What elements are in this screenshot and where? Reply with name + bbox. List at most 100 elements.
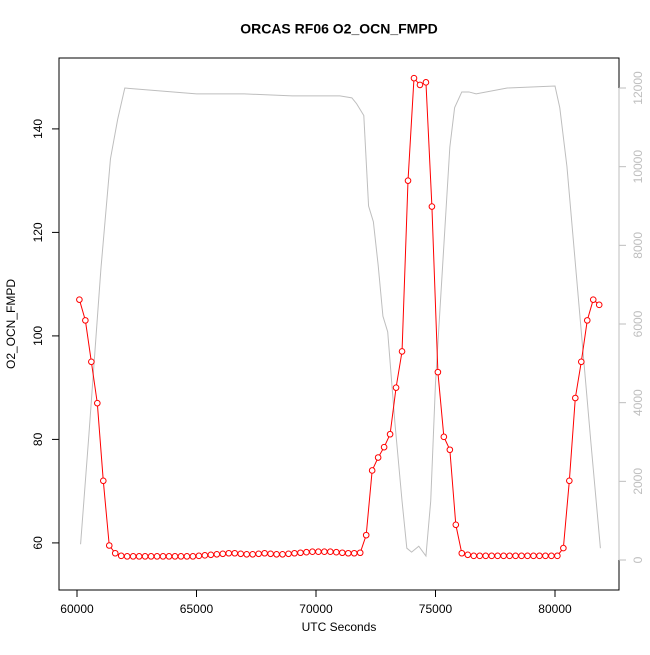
data-point [536,552,543,560]
y2-tick-label: 8000 [631,232,645,259]
data-point [321,548,328,556]
data-point [195,552,203,560]
y2-tick-label: 2000 [631,468,645,495]
data-point [428,203,436,210]
y-tick-label: 100 [31,326,45,346]
data-point [94,399,101,407]
data-point [255,550,262,558]
x-tick-label: 70000 [299,602,333,616]
data-point [76,296,83,303]
data-point [595,301,603,309]
data-point [494,552,501,560]
y2-tick-label: 6000 [631,310,645,337]
data-point [153,553,161,560]
data-point [213,550,221,558]
data-point [105,542,113,549]
data-point [309,548,316,556]
data-point [201,552,209,559]
x-axis-label: UTC Seconds [302,620,377,634]
data-point [129,553,137,560]
data-point [123,553,131,560]
data-point [422,79,430,86]
data-point [141,553,149,560]
data-point [386,430,394,438]
data-point [177,553,185,560]
data-point [249,550,256,558]
data-point [398,348,406,355]
data-point [380,443,388,451]
data-point [207,551,215,559]
data-point [542,552,549,560]
data-point [117,552,125,560]
x-tick-label: 65000 [180,602,214,616]
data-point [446,446,454,454]
data-point [470,552,478,560]
data-point [572,394,579,402]
data-point [589,296,597,303]
data-point [267,550,274,558]
y2-tick-label: 10000 [631,150,645,184]
data-point [356,549,364,557]
data-point [476,552,484,560]
data-line [80,85,601,558]
y-tick-label: 80 [31,432,45,446]
data-point [554,552,561,560]
data-point [374,454,382,461]
data-point [362,531,370,539]
data-point [506,552,513,560]
data-point [159,553,167,560]
data-point [99,477,107,485]
data-point [392,384,400,391]
y2-tick-label: 4000 [631,389,645,416]
data-point [243,550,250,558]
data-point [147,553,155,560]
data-point [261,549,268,557]
data-point [88,358,95,366]
data-point [291,549,298,557]
data-point [165,553,173,560]
data-point [434,368,442,376]
data-point [577,358,585,366]
data-point [273,550,280,558]
y-tick-label: 140 [31,119,45,139]
data-point [189,553,197,560]
y-axis-label: O2_OCN_FMPD [4,279,18,369]
data-point [482,552,489,560]
data-point [524,552,531,560]
data-point [404,177,412,184]
data-point [410,74,418,82]
data-point [219,550,227,558]
data-point [338,549,346,557]
data-point [333,548,340,556]
data-point [111,549,119,557]
data-point [303,548,310,556]
data-point [518,552,525,560]
y2-tick-label: 0 [631,556,645,563]
y-tick-label: 60 [31,536,45,550]
data-point [488,552,495,560]
data-point [560,544,567,552]
y-tick-label: 120 [31,222,45,242]
data-point [368,467,376,474]
data-point [350,549,358,557]
chart-title: ORCAS RF06 O2_OCN_FMPD [240,21,438,37]
data-point [566,477,573,485]
x-tick-label: 80000 [538,602,572,616]
data-point [297,549,304,557]
data-point [225,549,233,557]
data-point [583,317,591,324]
data-point [344,549,352,557]
data-point [315,548,322,556]
data-point [171,553,179,560]
data-point [512,552,519,560]
data-point [440,433,448,441]
x-tick-label: 75000 [419,602,453,616]
y2-tick-label: 12000 [631,71,645,105]
data-point [183,553,191,560]
data-point [279,550,286,558]
x-tick-label: 60000 [60,602,94,616]
data-point [458,549,466,557]
data-point [285,550,292,558]
